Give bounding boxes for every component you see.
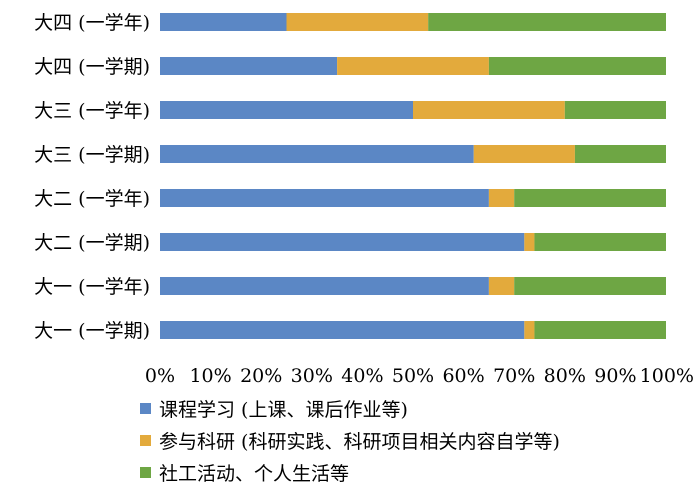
bar-segment xyxy=(160,277,489,295)
legend-swatch xyxy=(140,402,151,414)
bar-segment xyxy=(534,233,666,251)
category-label: 大二 (一学年) xyxy=(34,188,150,210)
category-label: 大三 (一学期) xyxy=(34,144,150,166)
bar-segment xyxy=(160,13,287,31)
x-tick-label: 90% xyxy=(594,365,636,387)
x-tick-label: 10% xyxy=(189,365,231,387)
legend-swatch xyxy=(140,466,151,478)
x-axis-tick-labels: 0% 10% 20% 30% 40% 50% 60% 70% 80% 90% 100% xyxy=(145,365,694,387)
legend-item: 社工活动、个人生活等 xyxy=(140,456,560,488)
bar-segment xyxy=(286,13,429,31)
legend: 课程学习 (上课、课后作业等) 参与科研 (科研实践、科研项目相关内容自学等) 社工… xyxy=(140,392,560,488)
x-tick-label: 40% xyxy=(341,365,383,387)
bar-segment xyxy=(428,13,666,31)
x-tick-label: 30% xyxy=(291,365,333,387)
legend-item: 参与科研 (科研实践、科研项目相关内容自学等) xyxy=(140,424,560,456)
legend-label: 课程学习 (上课、课后作业等) xyxy=(159,398,408,421)
bar-segment xyxy=(488,189,515,207)
bar-segment xyxy=(160,189,489,207)
x-tick-label: 50% xyxy=(392,365,434,387)
bar-segment xyxy=(514,277,666,295)
category-label: 大一 (一学年) xyxy=(34,276,150,298)
bar-segment xyxy=(413,101,565,119)
bar-segment xyxy=(488,57,666,75)
category-labels: 大一 (一学期) 大一 (一学年) 大二 (一学期) 大二 (一学年) 大三 (一学期)… xyxy=(34,12,150,342)
x-tick-label: 100% xyxy=(640,365,694,387)
bar-segment xyxy=(160,101,413,119)
category-label: 大一 (一学期) xyxy=(34,320,150,342)
x-tick-label: 70% xyxy=(493,365,535,387)
x-tick-label: 60% xyxy=(442,365,484,387)
bar-segment xyxy=(514,189,666,207)
bar-segment xyxy=(534,321,666,339)
bar-segment xyxy=(524,321,535,339)
bar-segment xyxy=(160,233,525,251)
bar-segment xyxy=(160,321,525,339)
bar-segment xyxy=(160,57,338,75)
bar-segment xyxy=(337,57,489,75)
category-label: 大三 (一学年) xyxy=(34,100,150,122)
legend-item: 课程学习 (上课、课后作业等) xyxy=(140,392,560,424)
legend-swatch xyxy=(140,434,151,446)
bar-segment xyxy=(488,277,515,295)
category-label: 大四 (一学期) xyxy=(34,56,150,78)
x-tick-label: 0% xyxy=(145,365,175,387)
bar-segment xyxy=(473,145,575,163)
legend-label: 参与科研 (科研实践、科研项目相关内容自学等) xyxy=(159,430,560,453)
bar-segment xyxy=(574,145,666,163)
bar-segment xyxy=(160,145,474,163)
x-tick-label: 80% xyxy=(544,365,586,387)
x-tick-label: 20% xyxy=(240,365,282,387)
category-label: 大二 (一学期) xyxy=(34,232,150,254)
bar-segment xyxy=(524,233,535,251)
category-label: 大四 (一学年) xyxy=(34,12,150,34)
bars-group xyxy=(160,13,666,339)
legend-label: 社工活动、个人生活等 xyxy=(159,462,350,485)
bar-segment xyxy=(564,101,666,119)
